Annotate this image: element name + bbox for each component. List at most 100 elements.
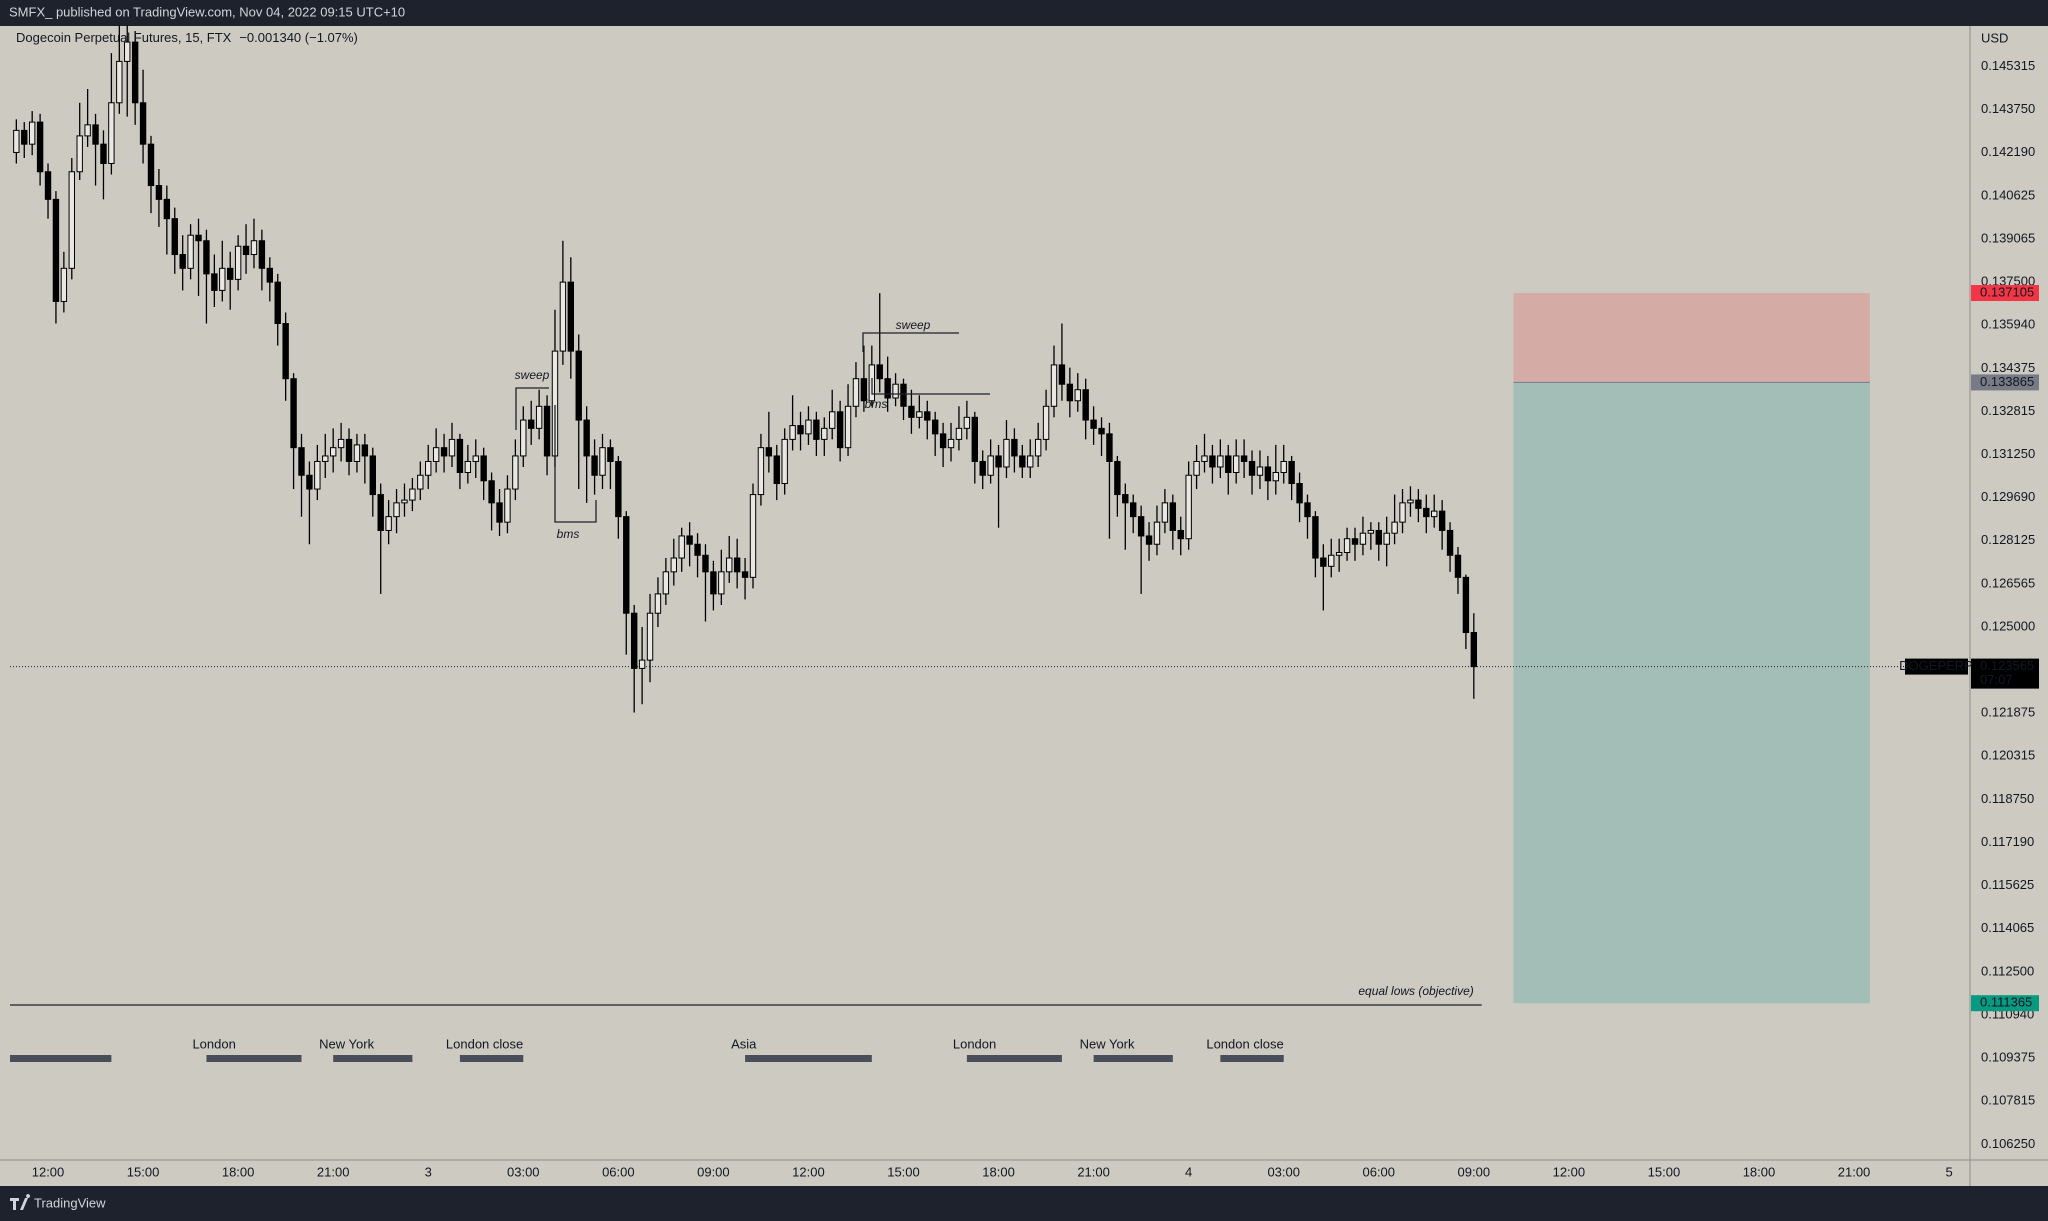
candle-body	[171, 218, 178, 256]
candle-body	[1399, 502, 1406, 523]
candle-body	[377, 494, 384, 531]
candle-body	[599, 447, 606, 476]
entry-price-label-bg	[1971, 374, 2039, 391]
candle-body	[1019, 455, 1026, 468]
y-tick-label: 0.121875	[1981, 705, 2035, 720]
candle-body	[1106, 433, 1113, 462]
candle-body	[131, 41, 139, 104]
x-tick-label: 12:00	[792, 1164, 825, 1179]
session-bar	[333, 1055, 413, 1062]
candle-body	[1391, 521, 1398, 534]
target-price-label: 0.111365	[1980, 995, 2032, 1010]
session-bar	[10, 1055, 112, 1062]
candle-body	[1169, 502, 1177, 531]
candle-body	[425, 460, 432, 476]
candle-body	[876, 364, 883, 380]
candle-body	[678, 535, 685, 559]
y-tick-label: 0.132815	[1981, 403, 2035, 418]
candle-body	[1145, 535, 1153, 545]
candle-body	[1304, 502, 1311, 518]
candle-body	[92, 124, 99, 145]
candle-body	[1042, 405, 1050, 440]
candle-body	[1407, 499, 1414, 504]
candle-body	[329, 447, 337, 457]
last-price-label: 0.123565	[1980, 658, 2034, 673]
candle-body	[322, 455, 329, 462]
candle-body	[805, 419, 812, 435]
y-tick-label: 0.114065	[1981, 920, 2034, 935]
candle-body	[813, 419, 820, 440]
candle-body	[266, 267, 274, 283]
candle-body	[298, 447, 305, 476]
candle-body	[1296, 483, 1303, 504]
change: −0.001340 (−1.07%)	[239, 30, 358, 45]
candle-body	[623, 516, 630, 614]
symbol-tag-bg	[1905, 658, 1968, 675]
candle-body	[821, 427, 828, 440]
candle-body	[13, 129, 20, 153]
candle-body	[630, 612, 638, 669]
x-tick-label: 18:00	[1743, 1164, 1776, 1179]
candle-body	[1232, 455, 1240, 473]
y-tick-label: 0.126565	[1981, 575, 2035, 590]
candle-body	[448, 438, 456, 457]
candle-body	[187, 234, 194, 269]
candle-body	[543, 405, 551, 457]
y-tick-label: 0.125000	[1981, 618, 2035, 633]
candle-body	[670, 557, 677, 573]
candle-body	[1367, 529, 1375, 534]
candle-body	[195, 234, 202, 242]
x-tick-label: 4	[1185, 1164, 1192, 1179]
candle-body	[1359, 532, 1367, 545]
candle-body	[1351, 538, 1359, 545]
candle-body	[694, 543, 701, 556]
candle-body	[480, 455, 487, 482]
candle-body	[1320, 557, 1327, 567]
brand: TradingView	[34, 1195, 106, 1210]
candle-body	[520, 419, 527, 457]
candle-body	[409, 488, 416, 501]
candle-body	[1185, 474, 1192, 540]
candle-body	[227, 267, 234, 280]
annotation: bms	[865, 397, 888, 411]
candle-body	[908, 405, 915, 418]
session-bar	[1093, 1055, 1173, 1062]
candle-body	[900, 383, 907, 407]
candle-body	[607, 447, 614, 462]
candle-body	[924, 411, 931, 421]
candle-body	[575, 350, 582, 421]
candle-body	[258, 240, 266, 269]
session-bar	[745, 1055, 872, 1062]
title: Dogecoin Perpetual Futures, 15, FTX	[16, 30, 232, 45]
candle-body	[385, 516, 392, 531]
stop-price-label: 0.137105	[1980, 284, 2034, 299]
candle-body	[702, 554, 709, 573]
candle-body	[1328, 554, 1335, 567]
annotation: sweep	[515, 368, 550, 382]
y-tick-label: 0.134375	[1981, 360, 2035, 375]
candle-body	[757, 447, 765, 496]
candle-body	[290, 378, 297, 449]
session-label: London	[953, 1036, 996, 1051]
candle-body	[1438, 510, 1446, 531]
x-tick-label: 15:00	[887, 1164, 920, 1179]
candle-body	[1375, 529, 1382, 545]
candle-body	[163, 198, 171, 220]
candle-body	[28, 121, 36, 145]
candle-body	[345, 438, 353, 462]
candle-body	[393, 502, 400, 518]
y-tick-label: 0.142190	[1981, 144, 2035, 159]
candle-body	[60, 267, 68, 302]
symbol-tag: DOGEPERP	[1899, 658, 1973, 673]
candle-body	[1431, 510, 1438, 518]
annotation: bms	[557, 527, 580, 541]
candle-body	[306, 474, 313, 490]
candle-body	[1335, 552, 1343, 556]
candle-body	[1011, 438, 1018, 457]
x-tick-label: 09:00	[697, 1164, 730, 1179]
candle-body	[1225, 455, 1232, 473]
candle-body	[1343, 538, 1351, 554]
candle-body	[710, 571, 717, 595]
y-tick-label: 0.131250	[1981, 446, 2035, 461]
